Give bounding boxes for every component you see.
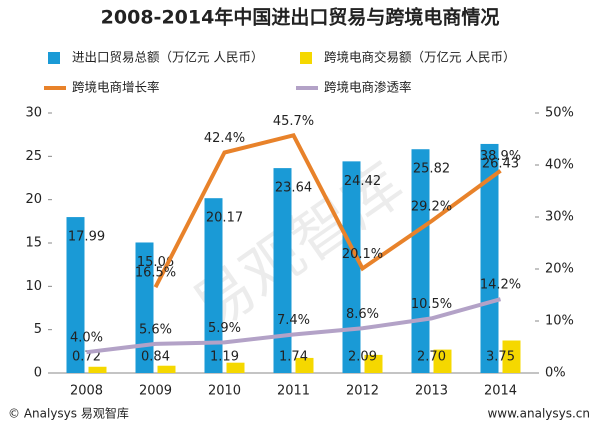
data-label: 45.7%: [273, 114, 314, 129]
legend-label: 跨境电商渗透率: [324, 80, 412, 95]
x-tick-label: 2014: [484, 384, 517, 399]
data-label: 2.09: [348, 350, 377, 365]
legend-swatch: [48, 52, 60, 64]
x-tick-label: 2010: [208, 384, 241, 399]
data-label: 4.0%: [70, 331, 103, 346]
legend-label: 跨境电商增长率: [72, 80, 160, 95]
bar: [226, 362, 245, 373]
data-label: 1.74: [279, 350, 308, 365]
bar: [433, 349, 452, 373]
data-label: 16.5%: [135, 266, 176, 281]
line: [153, 133, 502, 289]
x-tick-label: 2013: [415, 384, 448, 399]
bar: [411, 149, 430, 373]
source: © Analysys 易观智库: [8, 406, 129, 421]
data-label: 17.99: [68, 230, 105, 245]
data-label: 2.70: [417, 350, 446, 365]
bar: [135, 242, 154, 373]
x-tick-label: 2012: [346, 384, 379, 399]
legend-label: 跨境电商交易额（万亿元 人民币）: [324, 50, 515, 65]
y-tick-label: 0: [34, 366, 42, 381]
y-tick-label: 10: [25, 279, 42, 294]
x-tick-label: 2009: [139, 384, 172, 399]
bar: [480, 143, 499, 373]
bar: [88, 366, 107, 373]
data-label: 5.9%: [208, 321, 241, 336]
y2-tick-label: 20%: [545, 262, 574, 277]
data-label: 1.19: [210, 350, 239, 365]
data-label: 14.2%: [480, 278, 521, 293]
bar: [364, 354, 383, 373]
data-label: 29.2%: [411, 200, 452, 215]
line: [86, 297, 502, 355]
y2-tick-label: 10%: [545, 314, 574, 329]
bar: [502, 340, 521, 373]
data-label: 8.6%: [346, 307, 379, 322]
chart-title: 2008-2014年中国进出口贸易与跨境电商情况: [101, 6, 500, 29]
legend-swatch: [300, 52, 312, 64]
y-tick-label: 25: [25, 149, 42, 164]
bar: [66, 217, 85, 373]
data-label: 7.4%: [277, 313, 310, 328]
data-label: 0.84: [141, 350, 170, 365]
y2-tick-label: 30%: [545, 210, 574, 225]
data-label: 3.75: [486, 350, 515, 365]
data-label: 42.4%: [204, 131, 245, 146]
x-tick-label: 2011: [277, 384, 310, 399]
y-tick-label: 20: [25, 192, 42, 207]
data-label: 25.82: [413, 162, 450, 177]
y2-tick-label: 40%: [545, 158, 574, 173]
y-tick-label: 5: [34, 322, 42, 337]
bar: [204, 198, 223, 373]
website: www.analysys.cn: [487, 407, 590, 421]
data-label: 20.17: [206, 211, 243, 226]
bar: [342, 161, 361, 373]
data-label: 26.43: [482, 156, 519, 171]
y2-tick-label: 0%: [545, 366, 566, 381]
data-label: 5.6%: [139, 322, 172, 337]
bar: [157, 365, 176, 373]
bar: [295, 357, 314, 373]
x-tick-label: 2008: [70, 384, 103, 399]
data-label: 10.5%: [411, 297, 452, 312]
legend-label: 进出口贸易总额（万亿元 人民币）: [72, 50, 263, 65]
bar: [273, 168, 292, 373]
y-tick-label: 30: [25, 106, 42, 121]
data-label: 24.42: [344, 174, 381, 189]
data-label: 38.9%: [480, 149, 521, 164]
data-label: 23.64: [275, 181, 312, 196]
y-tick-label: 15: [25, 236, 42, 251]
y2-tick-label: 50%: [545, 106, 574, 121]
data-label: 20.1%: [342, 247, 383, 262]
